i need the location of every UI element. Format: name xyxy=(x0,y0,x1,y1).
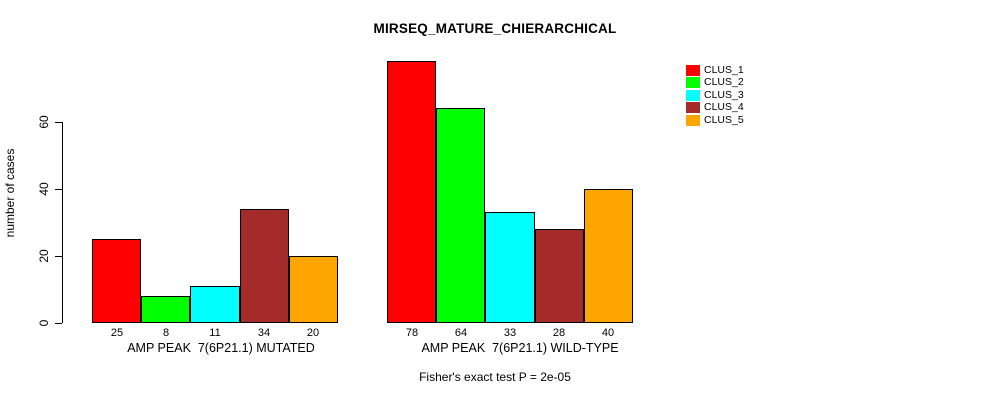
y-tick-label: 40 xyxy=(37,182,51,196)
group-axis-label: AMP PEAK 7(6P21.1) MUTATED xyxy=(127,341,315,355)
bar-value-label: 25 xyxy=(110,327,124,339)
legend-swatch-clus_5 xyxy=(686,114,700,126)
bar-clus_4-group2 xyxy=(535,229,584,323)
y-tick xyxy=(55,189,62,190)
group-axis-label: AMP PEAK 7(6P21.1) WILD-TYPE xyxy=(421,341,619,355)
legend-label-clus_3: CLUS_3 xyxy=(704,88,744,101)
legend-label-clus_4: CLUS_4 xyxy=(704,101,744,114)
legend-label-clus_1: CLUS_1 xyxy=(704,64,744,76)
y-tick xyxy=(55,323,62,324)
bar-value-label: 33 xyxy=(503,327,517,339)
bar-value-label: 40 xyxy=(601,327,615,339)
chart-title: MIRSEQ_MATURE_CHIERARCHICAL xyxy=(373,21,617,36)
fisher-test-annotation: Fisher's exact test P = 2e-05 xyxy=(419,370,571,384)
bar-value-label: 78 xyxy=(405,327,419,339)
bar-clus_2-group1 xyxy=(141,296,190,323)
legend-label-clus_2: CLUS_2 xyxy=(704,76,744,89)
bar-value-label: 34 xyxy=(257,327,271,339)
bar-value-label: 28 xyxy=(552,327,566,339)
bar-value-label: 11 xyxy=(209,327,221,339)
legend-swatch-clus_3 xyxy=(686,89,700,101)
legend-swatch-clus_4 xyxy=(686,102,700,114)
legend-label-clus_5: CLUS_5 xyxy=(704,113,744,126)
bar-clus_3-group1 xyxy=(190,286,240,323)
y-tick-label: 0 xyxy=(37,319,51,327)
bar-clus_5-group1 xyxy=(289,256,338,323)
bar-clus_5-group2 xyxy=(584,189,633,323)
bar-value-label: 64 xyxy=(454,327,468,339)
bar-value-label: 20 xyxy=(306,327,320,339)
legend-swatch-clus_2 xyxy=(686,77,700,89)
legend-swatch-clus_1 xyxy=(686,65,700,76)
bar-clus_4-group1 xyxy=(240,209,289,323)
bar-clus_2-group2 xyxy=(436,108,485,323)
y-tick-label: 20 xyxy=(37,249,51,263)
y-axis-line xyxy=(62,122,63,323)
bar-clus_1-group2 xyxy=(387,61,436,323)
bar-clus_1-group1 xyxy=(92,239,141,323)
y-tick xyxy=(55,122,62,123)
bar-value-label: 8 xyxy=(162,327,170,339)
bar-clus_3-group2 xyxy=(485,212,535,323)
y-tick-label: 60 xyxy=(37,115,51,129)
y-tick xyxy=(55,256,62,257)
